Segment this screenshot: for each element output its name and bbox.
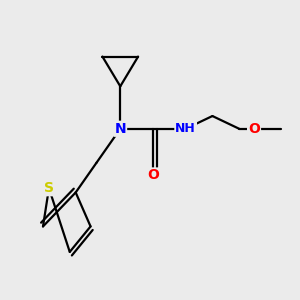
- Text: NH: NH: [175, 122, 196, 135]
- Text: S: S: [44, 181, 54, 195]
- Text: O: O: [248, 122, 260, 136]
- Text: O: O: [147, 169, 159, 182]
- Text: N: N: [115, 122, 126, 136]
